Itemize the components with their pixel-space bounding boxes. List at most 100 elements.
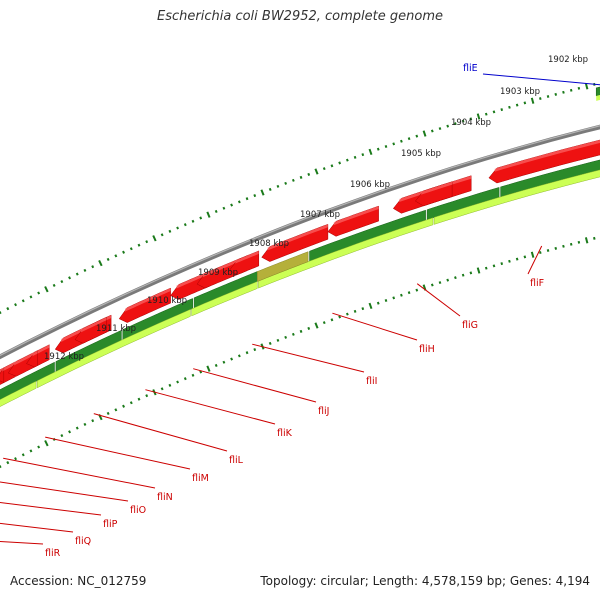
fliO-leader-line	[0, 481, 129, 502]
minor-tick	[83, 422, 87, 426]
kbp-label: 1911 kbp	[96, 324, 136, 334]
minor-tick	[515, 103, 519, 107]
cds-arrow-highlight	[14, 344, 50, 366]
kbp-label: 1910 kbp	[147, 296, 187, 306]
minor-tick	[106, 411, 110, 416]
minor-tick	[214, 209, 218, 213]
minor-tick	[68, 276, 72, 280]
kbp-label: 1909 kbp	[198, 268, 238, 278]
minor-tick	[593, 236, 596, 240]
minor-tick	[569, 88, 573, 92]
minor-tick	[21, 299, 25, 303]
minor-tick	[176, 380, 180, 384]
minor-tick	[376, 301, 380, 305]
major-tick	[98, 259, 103, 267]
minor-tick	[137, 397, 141, 401]
cds-arrow	[0, 366, 5, 384]
minor-tick	[546, 249, 550, 252]
minor-tick	[6, 307, 10, 311]
major-tick	[44, 440, 49, 447]
minor-tick	[222, 360, 226, 364]
minor-tick	[500, 262, 504, 266]
minor-tick	[245, 351, 249, 355]
minor-tick	[268, 341, 272, 345]
fliE-track-block	[595, 86, 600, 97]
fliP-label: fliP	[103, 519, 118, 530]
fliQ-leader-line	[0, 522, 74, 533]
cds-arrow-highlight	[333, 206, 379, 226]
kbp-label: 1906 kbp	[350, 180, 390, 190]
major-tick	[422, 130, 427, 137]
minor-tick	[322, 167, 326, 171]
minor-tick	[245, 197, 249, 201]
minor-tick	[539, 251, 542, 255]
minor-tick	[500, 108, 504, 112]
minor-tick	[569, 242, 573, 246]
minor-tick	[276, 184, 280, 188]
cds-arrow	[415, 181, 453, 207]
minor-tick	[353, 155, 357, 159]
minor-tick	[253, 348, 257, 352]
minor-tick	[37, 291, 41, 295]
backbone-line	[0, 124, 600, 360]
minor-tick	[176, 226, 180, 230]
minor-tick	[430, 283, 434, 287]
minor-tick	[307, 326, 311, 330]
minor-tick	[276, 338, 280, 342]
minor-tick	[562, 244, 565, 248]
major-tick	[476, 113, 481, 120]
minor-tick	[400, 139, 403, 143]
minor-tick	[469, 271, 473, 275]
cds-track	[0, 86, 600, 385]
minor-tick	[114, 254, 118, 258]
fliH-label: fliH	[419, 344, 435, 355]
fliJ-label: fliJ	[318, 406, 329, 417]
minor-tick	[37, 445, 41, 449]
minor-tick	[407, 137, 411, 141]
light-track-block	[258, 217, 434, 289]
fliN-leader-line	[3, 457, 156, 489]
minor-tick	[106, 257, 110, 262]
minor-tick	[384, 144, 388, 149]
major-tick	[530, 251, 535, 258]
kbp-label: 1904 kbp	[451, 118, 491, 128]
minor-tick	[554, 246, 558, 250]
cds-arrow-highlight	[494, 139, 600, 172]
minor-tick	[129, 247, 133, 251]
minor-tick	[338, 315, 342, 319]
minor-tick	[284, 181, 288, 185]
minor-tick	[75, 272, 79, 276]
minor-tick	[438, 281, 442, 285]
major-tick	[584, 237, 589, 244]
minor-tick	[199, 370, 203, 374]
fliR-label: fliR	[45, 548, 61, 559]
minor-tick	[446, 278, 450, 282]
minor-tick	[469, 117, 473, 121]
kbp-label: 1912 kbp	[44, 352, 84, 362]
minor-tick	[222, 206, 226, 210]
minor-tick	[515, 257, 519, 261]
cds-arrow-highlight	[125, 288, 171, 312]
fliF-label: fliF	[530, 278, 544, 289]
genome-summary-text: Topology: circular; Length: 4,578,159 bp…	[260, 574, 590, 588]
fliR-leader-line	[0, 540, 44, 545]
minor-tick	[60, 280, 64, 284]
fliI-label: fliI	[366, 376, 377, 387]
minor-tick	[446, 124, 450, 128]
light-track-block	[191, 281, 258, 317]
gene-labels: fliR fliQ fliP fliO fliN fliM fliL fliK fliJ fliI…	[0, 63, 600, 559]
minor-tick	[29, 449, 33, 453]
minor-tick	[160, 233, 164, 237]
minor-tick	[160, 387, 164, 391]
inner-tick-track	[0, 236, 596, 469]
minor-tick	[6, 461, 10, 465]
minor-tick	[407, 291, 411, 295]
major-tick	[584, 83, 589, 90]
minor-tick	[484, 112, 488, 116]
fliE-label: fliE	[463, 63, 478, 74]
fliE-track-block-light	[596, 94, 600, 101]
minor-tick	[361, 307, 365, 311]
fliH-leader-line	[332, 312, 418, 341]
minor-tick	[122, 250, 126, 254]
minor-tick	[129, 401, 133, 405]
